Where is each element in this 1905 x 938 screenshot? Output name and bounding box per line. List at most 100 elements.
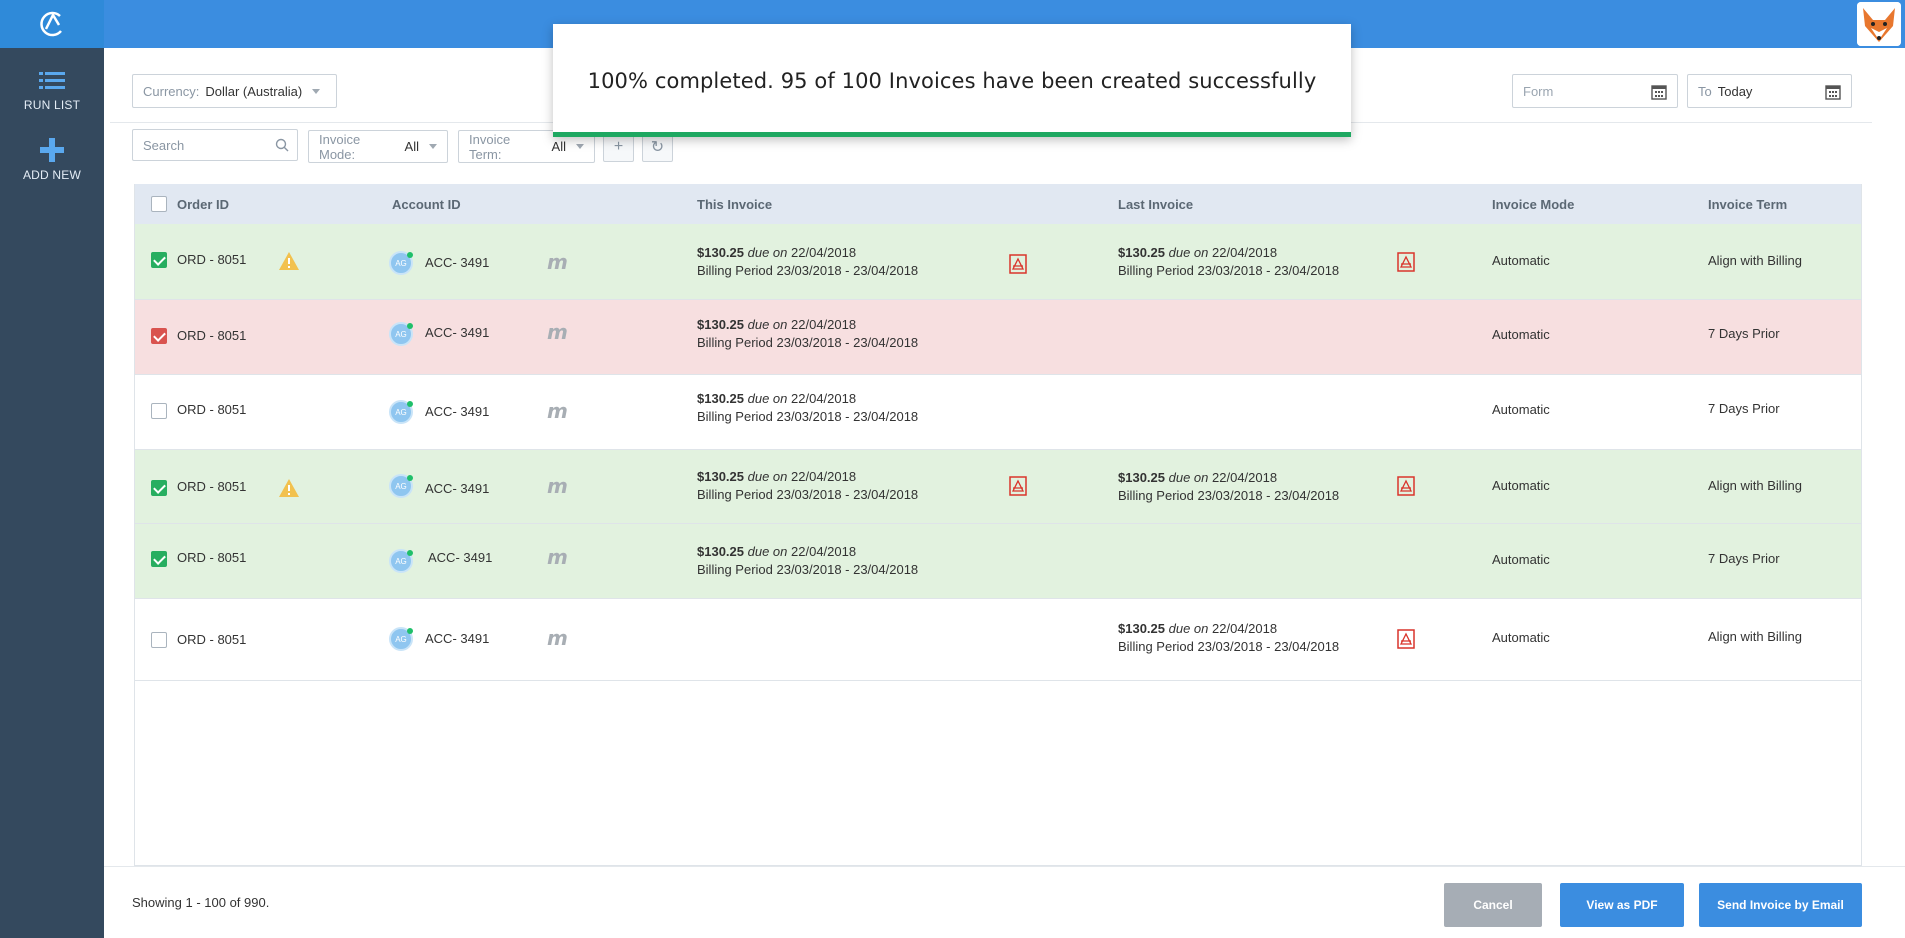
last-invoice: $130.25 due on 22/04/2018 Billing Period…: [1118, 620, 1339, 656]
warning-icon[interactable]: [278, 478, 300, 498]
this-invoice-due-date: 22/04/2018: [791, 544, 857, 559]
m-icon[interactable]: m: [547, 250, 568, 274]
search-icon[interactable]: [275, 138, 289, 152]
table-row[interactable]: ORD - 8051 AG ACC- 3491 m $130.25 due on…: [135, 450, 1861, 524]
row-checkbox[interactable]: [151, 403, 167, 419]
progress-toast: 100% completed. 95 of 100 Invoices have …: [553, 24, 1351, 137]
avatar-initials: AG: [395, 407, 407, 417]
account-avatar: AG: [389, 251, 413, 275]
column-header-order-id[interactable]: Order ID: [177, 197, 230, 212]
account-id[interactable]: ACC- 3491: [425, 631, 490, 646]
this-invoice-period: Billing Period 23/03/2018 - 23/04/2018: [697, 562, 919, 577]
this-invoice-due-date: 22/04/2018: [791, 391, 857, 406]
to-date-value: Today: [1717, 83, 1753, 99]
sidebar-item-run-list[interactable]: RUN LIST: [0, 48, 104, 112]
column-header-last-invoice[interactable]: Last Invoice: [1118, 197, 1194, 212]
table-row[interactable]: ORD - 8051 AG ACC- 3491 m $130.25 due on…: [135, 375, 1861, 450]
calendar-icon[interactable]: [1651, 84, 1667, 100]
row-checkbox[interactable]: [151, 632, 167, 648]
row-checkbox[interactable]: [151, 480, 167, 496]
account-id[interactable]: ACC- 3491: [425, 481, 490, 496]
m-icon[interactable]: m: [547, 545, 568, 569]
invoice-term-select[interactable]: Invoice Term: All: [458, 130, 595, 163]
due-label: due on: [747, 391, 788, 406]
search-input[interactable]: [143, 137, 268, 153]
m-icon[interactable]: m: [547, 399, 568, 423]
order-id[interactable]: ORD - 8051: [177, 328, 247, 343]
m-icon[interactable]: m: [547, 320, 568, 344]
to-date-label: To: [1698, 83, 1712, 99]
cancel-button[interactable]: Cancel: [1444, 883, 1542, 927]
pdf-icon[interactable]: [1397, 629, 1415, 649]
account-id[interactable]: ACC- 3491: [425, 404, 490, 419]
account-id[interactable]: ACC- 3491: [425, 255, 490, 270]
m-icon[interactable]: m: [547, 626, 568, 650]
order-id[interactable]: ORD - 8051: [177, 402, 247, 417]
row-checkbox[interactable]: [151, 252, 167, 268]
order-id[interactable]: ORD - 8051: [177, 252, 247, 267]
pdf-icon[interactable]: [1397, 476, 1415, 496]
column-header-invoice-term[interactable]: Invoice Term: [1708, 197, 1788, 212]
avatar-initials: AG: [395, 481, 407, 491]
m-icon[interactable]: m: [547, 474, 568, 498]
pdf-icon[interactable]: [1009, 254, 1027, 274]
pdf-icon[interactable]: [1009, 476, 1027, 496]
logo-icon: [40, 11, 62, 37]
toast-message: 100% completed. 95 of 100 Invoices have …: [587, 69, 1317, 93]
invoice-mode-select[interactable]: Invoice Mode: All: [308, 130, 448, 163]
currency-select[interactable]: Currency: Dollar (Australia): [132, 74, 337, 108]
online-status-dot: [407, 475, 413, 481]
invoice-mode-value: All: [404, 139, 419, 154]
account-id[interactable]: ACC- 3491: [425, 325, 490, 340]
this-invoice: $130.25 due on 22/04/2018 Billing Period…: [697, 543, 918, 579]
this-invoice-amount: $130.25: [697, 317, 744, 332]
search-field[interactable]: [132, 129, 298, 161]
to-date-field[interactable]: To Today: [1687, 74, 1852, 108]
column-header-invoice-mode[interactable]: Invoice Mode: [1492, 197, 1575, 212]
sidebar-item-add-new[interactable]: ADD NEW: [0, 112, 104, 182]
column-header-account-id[interactable]: Account ID: [392, 197, 461, 212]
table-row[interactable]: ORD - 8051 AG ACC- 3491 m $130.25 due on…: [135, 300, 1861, 375]
last-invoice: $130.25 due on 22/04/2018 Billing Period…: [1118, 244, 1339, 280]
user-avatar[interactable]: [1857, 2, 1901, 46]
send-invoice-email-button[interactable]: Send Invoice by Email: [1699, 883, 1862, 927]
table-row[interactable]: ORD - 8051 AG ACC- 3491 m $130.25 due on…: [135, 599, 1861, 681]
avatar-initials: AG: [395, 329, 407, 339]
row-checkbox[interactable]: [151, 551, 167, 567]
invoice-mode: Automatic: [1492, 552, 1550, 567]
account-avatar: AG: [389, 322, 413, 346]
select-all-checkbox[interactable]: [151, 196, 167, 212]
sidebar-item-label: RUN LIST: [23, 98, 81, 112]
order-id[interactable]: ORD - 8051: [177, 479, 247, 494]
last-invoice-period: Billing Period 23/03/2018 - 23/04/2018: [1118, 639, 1340, 654]
invoice-term: 7 Days Prior: [1708, 551, 1780, 566]
avatar-initials: AG: [395, 634, 407, 644]
table-row[interactable]: ORD - 8051 AG ACC- 3491 m $130.25 due on…: [135, 524, 1861, 599]
invoice-term: Align with Billing: [1708, 478, 1802, 493]
pagination-status: Showing 1 - 100 of 990.: [132, 895, 270, 910]
warning-icon[interactable]: [278, 251, 300, 271]
table-header: Order ID Account ID This Invoice Last In…: [135, 184, 1861, 224]
view-as-pdf-button[interactable]: View as PDF: [1560, 883, 1684, 927]
column-header-this-invoice[interactable]: This Invoice: [697, 197, 773, 212]
last-invoice: $130.25 due on 22/04/2018 Billing Period…: [1118, 469, 1339, 505]
app-logo[interactable]: [0, 0, 104, 48]
last-invoice-period: Billing Period 23/03/2018 - 23/04/2018: [1118, 263, 1340, 278]
table-row[interactable]: ORD - 8051 AG ACC- 3491 m $130.25 due on…: [135, 224, 1861, 300]
order-id[interactable]: ORD - 8051: [177, 632, 247, 647]
row-checkbox[interactable]: [151, 328, 167, 344]
this-invoice-amount: $130.25: [697, 469, 744, 484]
plus-icon: [40, 138, 64, 162]
due-label: due on: [747, 245, 788, 260]
due-label: due on: [747, 544, 788, 559]
this-invoice-amount: $130.25: [697, 544, 744, 559]
from-date-field[interactable]: Form: [1512, 74, 1678, 108]
filter-bar: Currency: Dollar (Australia): [132, 74, 337, 108]
pdf-icon[interactable]: [1397, 252, 1415, 272]
account-id[interactable]: ACC- 3491: [428, 550, 493, 565]
calendar-icon[interactable]: [1825, 84, 1841, 100]
due-label: due on: [747, 317, 788, 332]
order-id[interactable]: ORD - 8051: [177, 550, 247, 565]
progress-bar: [553, 132, 1351, 137]
this-invoice-period: Billing Period 23/03/2018 - 23/04/2018: [697, 487, 919, 502]
